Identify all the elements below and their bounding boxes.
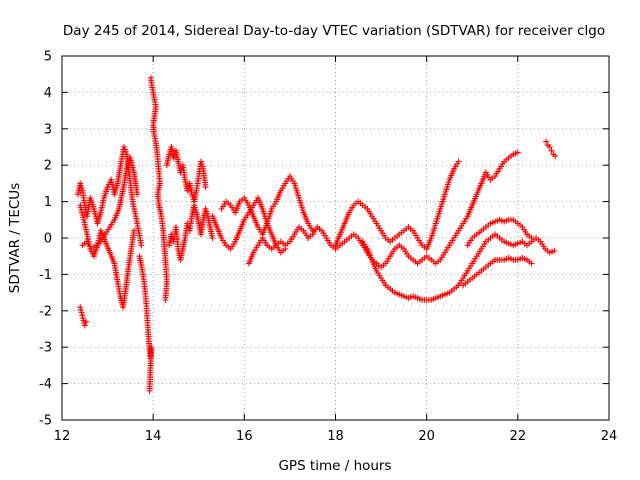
y-tick-label: 1 [44,195,52,210]
y-tick-label: 4 [44,86,52,101]
y-tick-label: -4 [39,377,52,392]
x-tick-label: 18 [327,429,344,444]
data-point [134,191,141,198]
data-point [81,322,88,329]
data-point [552,153,559,160]
data-point [548,147,555,154]
data-point [146,387,153,394]
y-tick-label: -3 [39,341,52,356]
y-axis: 5 4 3 2 1 0 -1 -2 -3 -4 -5 [39,50,609,429]
x-tick-label: 14 [145,429,162,444]
data-point [209,235,216,241]
data-point [551,247,558,254]
x-axis: 12 14 16 18 20 22 24 [54,56,618,444]
y-axis-title: SDTVAR / TECUs [7,183,23,293]
x-tick-label: 12 [54,429,71,444]
data-point [543,138,550,145]
data-point [131,227,138,234]
chart-title: Day 245 of 2014, Sidereal Day-to-day VTE… [63,23,605,39]
y-tick-label: 5 [44,50,52,65]
data-point [83,318,90,325]
scatter-points [74,74,559,394]
y-tick-label: 3 [44,122,52,137]
y-tick-label: 2 [44,159,52,174]
x-tick-label: 20 [418,429,435,444]
x-tick-label: 24 [601,429,618,444]
data-point-fill [79,312,86,319]
data-point [528,260,535,267]
data-point [162,296,169,303]
grid-lines [62,56,609,420]
y-tick-label: -2 [39,304,52,319]
data-point [202,184,209,191]
data-point [528,235,535,241]
data-point [77,304,84,311]
data-point [514,149,521,156]
data-point [78,309,85,316]
y-tick-label: -5 [39,414,52,429]
x-tick-label: 22 [510,429,527,444]
y-tick-label: 0 [44,232,52,247]
x-axis-title: GPS time / hours [278,458,391,474]
y-tick-label: -1 [39,268,52,283]
data-point [546,144,553,150]
data-point [455,158,462,165]
data-point-fill [77,306,84,313]
x-tick-label: 16 [236,429,253,444]
data-point [138,242,145,249]
